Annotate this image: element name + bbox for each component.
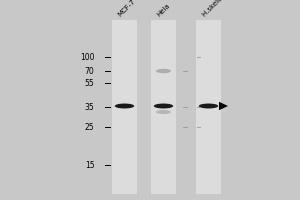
Text: 35: 35 [85,102,94,112]
Ellipse shape [156,69,171,73]
Bar [151,20,176,194]
Polygon shape [219,102,228,110]
Text: 25: 25 [85,122,94,132]
Text: H.skeletal muscle: H.skeletal muscle [201,0,249,18]
Text: Hela: Hela [156,3,172,18]
Text: 15: 15 [85,160,94,170]
Ellipse shape [199,104,218,108]
Text: 70: 70 [85,66,94,75]
Bar [196,20,221,194]
Bar [112,20,137,194]
Text: MCF-7: MCF-7 [117,0,137,18]
Ellipse shape [115,104,134,108]
Text: 55: 55 [85,78,94,88]
Ellipse shape [154,104,173,108]
Ellipse shape [156,110,171,114]
Text: 100: 100 [80,52,94,62]
